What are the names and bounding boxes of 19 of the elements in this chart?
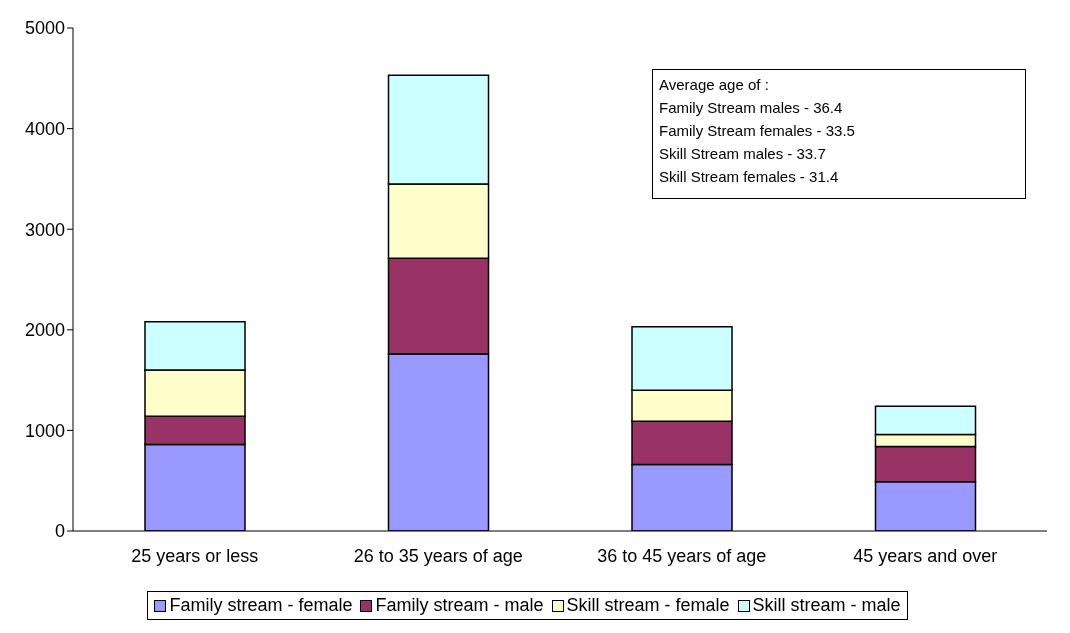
legend-label: Family stream - female bbox=[169, 595, 353, 616]
y-tick-label: 4000 bbox=[24, 118, 65, 139]
legend-label: Family stream - male bbox=[375, 595, 544, 616]
x-tick-label: 25 years or less bbox=[131, 545, 259, 566]
y-tick-label: 3000 bbox=[24, 219, 65, 240]
x-tick-label: 45 years and over bbox=[853, 545, 998, 566]
annotation: Family Stream males - 36.4 bbox=[659, 98, 844, 118]
annotation: Family Stream females - 33.5 bbox=[659, 121, 856, 141]
annotation: Skill Stream males - 33.7 bbox=[659, 144, 827, 164]
annotation: Average age of : bbox=[659, 75, 770, 95]
y-tick-label: 0 bbox=[54, 521, 65, 542]
annotation: Skill Stream females - 31.4 bbox=[659, 167, 840, 187]
x-tick-label: 26 to 35 years of age bbox=[353, 545, 523, 566]
x-tick-label: 36 to 45 years of age bbox=[597, 545, 767, 566]
y-tick-label: 5000 bbox=[24, 18, 65, 39]
y-tick-label: 1000 bbox=[24, 420, 65, 441]
legend-label: Skill stream - male bbox=[752, 595, 901, 616]
legend-label: Skill stream - female bbox=[566, 595, 730, 616]
y-tick-label: 2000 bbox=[24, 320, 65, 341]
